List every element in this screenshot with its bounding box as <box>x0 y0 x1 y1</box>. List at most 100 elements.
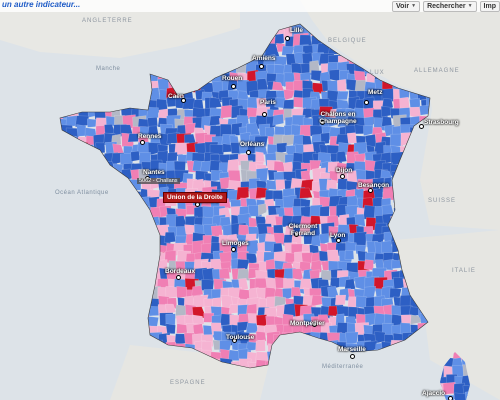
commune-cell[interactable] <box>237 348 249 360</box>
commune-cell[interactable] <box>167 151 178 163</box>
commune-cell[interactable] <box>265 179 278 190</box>
commune-cell[interactable] <box>354 213 366 227</box>
commune-cell[interactable] <box>336 150 347 163</box>
commune-cell[interactable] <box>310 70 322 82</box>
commune-cell[interactable] <box>165 323 176 334</box>
commune-cell[interactable] <box>238 277 249 291</box>
commune-cell[interactable] <box>299 278 313 290</box>
city-amiens[interactable]: Amiens <box>252 55 276 62</box>
caret-down-icon: ▼ <box>411 3 417 9</box>
commune-cell[interactable] <box>164 231 176 243</box>
commune-cell[interactable] <box>309 160 322 171</box>
commune-cell[interactable] <box>255 339 266 352</box>
commune-cell[interactable] <box>283 89 295 101</box>
commune-cell[interactable] <box>389 133 404 147</box>
commune-cell[interactable] <box>236 186 250 201</box>
commune-cell[interactable] <box>192 314 205 327</box>
city-toulouse[interactable]: Toulouse <box>226 334 255 341</box>
commune-cell[interactable] <box>255 331 267 342</box>
commune-cell[interactable] <box>383 258 394 271</box>
commune-cell[interactable] <box>192 99 204 110</box>
city-strasbourg[interactable]: Strasbourg <box>424 119 459 126</box>
city-dot <box>181 98 186 103</box>
commune-cell[interactable] <box>363 259 374 271</box>
commune-cell[interactable] <box>293 96 304 108</box>
city-dot <box>232 338 237 343</box>
commune-cell[interactable] <box>184 122 196 136</box>
view-button[interactable]: Voir ▼ <box>392 1 421 12</box>
commune-cell[interactable] <box>389 287 402 298</box>
commune-cell[interactable] <box>237 321 249 332</box>
commune-cell[interactable] <box>87 118 97 128</box>
commune-cell[interactable] <box>218 267 231 279</box>
commune-cell[interactable] <box>318 233 330 245</box>
commune-cell[interactable] <box>191 285 204 296</box>
commune-cell[interactable] <box>365 134 377 148</box>
commune-cell[interactable] <box>345 331 359 345</box>
commune-cell[interactable] <box>272 113 284 126</box>
commune-cell[interactable] <box>327 116 339 128</box>
commune-cell[interactable] <box>419 104 430 116</box>
commune-cell[interactable] <box>227 158 240 172</box>
city-metz[interactable]: Metz <box>368 89 383 96</box>
commune-cell[interactable] <box>374 259 385 270</box>
city-dot <box>340 174 345 179</box>
commune-cell[interactable] <box>146 106 159 119</box>
print-button[interactable]: Imp <box>479 1 500 12</box>
search-button[interactable]: Rechercher ▼ <box>423 1 477 12</box>
commune-cell[interactable] <box>282 313 295 326</box>
city-bordeaux[interactable]: Bordeaux <box>165 268 195 275</box>
commune-cell[interactable] <box>201 341 213 353</box>
city-dot <box>312 322 317 327</box>
city-nantes[interactable]: Nantes <box>143 169 165 176</box>
city-orleans[interactable]: Orléans <box>240 141 265 148</box>
city-caen[interactable]: Caen <box>168 93 184 100</box>
city-dot <box>419 124 424 129</box>
commune-cell[interactable] <box>276 142 288 154</box>
commune-cell[interactable] <box>255 151 266 163</box>
commune-cell[interactable] <box>192 323 205 336</box>
city-lille[interactable]: Lille <box>290 27 304 34</box>
city-ajaccio[interactable]: Ajaccio <box>422 390 446 397</box>
city-marseille[interactable]: Marseille <box>338 346 366 353</box>
commune-cell[interactable] <box>344 249 355 260</box>
commune-cell[interactable] <box>320 132 330 145</box>
city-clermont[interactable]: Clermont Ferrand <box>288 223 318 237</box>
city-dot <box>231 84 236 89</box>
city-dot <box>231 247 236 252</box>
commune-cell[interactable] <box>336 90 349 101</box>
city-limoges[interactable]: Limoges <box>222 240 249 247</box>
commune-cell[interactable] <box>257 203 267 217</box>
city-rouen[interactable]: Rouen <box>222 75 243 82</box>
commune-cell[interactable] <box>274 295 286 307</box>
commune-cell[interactable] <box>299 187 313 199</box>
commune-cell[interactable] <box>328 69 340 82</box>
commune-cell[interactable] <box>381 98 394 109</box>
commune-cell[interactable] <box>127 133 139 143</box>
hover-commune-label: 5062 - Challans <box>137 178 180 184</box>
other-indicator-link[interactable]: un autre indicateur... <box>2 0 81 9</box>
commune-cell[interactable] <box>283 161 294 174</box>
commune-cell[interactable] <box>222 143 233 153</box>
commune-cell[interactable] <box>201 278 215 291</box>
commune-cell[interactable] <box>274 33 285 46</box>
city-montpellier[interactable]: Montpellier <box>290 320 325 327</box>
city-rennes[interactable]: Rennes <box>138 133 162 140</box>
city-dijon[interactable]: Dijon <box>336 167 353 174</box>
commune-cell[interactable] <box>334 294 347 306</box>
commune-cell[interactable] <box>256 314 267 327</box>
commune-cell[interactable] <box>336 78 347 92</box>
commune-cell[interactable] <box>344 278 356 290</box>
commune-cell[interactable] <box>130 150 141 162</box>
city-chalons[interactable]: Châlons en Champagne <box>319 111 357 125</box>
city-lyon[interactable]: Lyon <box>330 232 346 239</box>
commune-cell[interactable] <box>354 124 365 135</box>
city-dot <box>320 120 325 125</box>
city-paris[interactable]: Paris <box>260 99 276 106</box>
commune-cell[interactable] <box>176 323 188 334</box>
commune-cell[interactable] <box>219 339 232 353</box>
commune-cell[interactable] <box>176 285 188 299</box>
city-besancon[interactable]: Besançon <box>358 182 390 189</box>
